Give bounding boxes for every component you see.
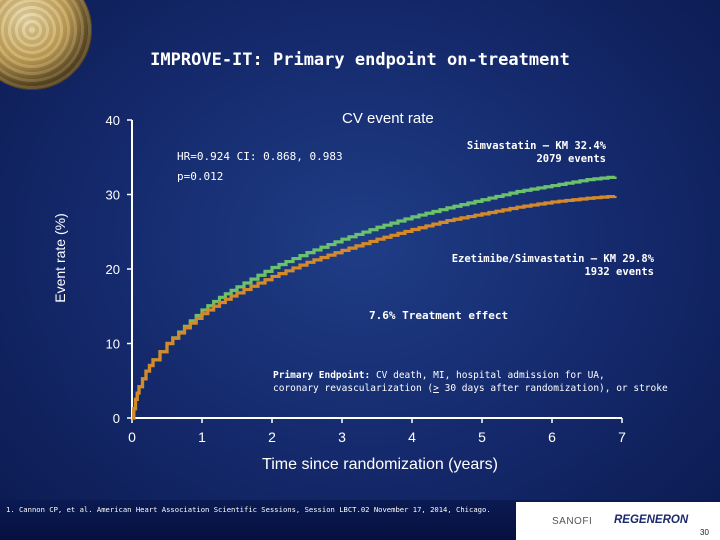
endpoint-line-1: CV death, MI, hospital admission for UA,: [370, 370, 605, 381]
ezetimibe-km: Ezetimibe/Simvastatin — KM 29.8%: [451, 253, 654, 265]
endpoint-line-2b: 30 days after randomization), or stroke: [438, 383, 668, 394]
citation-text: 1. Cannon CP, et al. American Heart Asso…: [6, 505, 491, 514]
ezetimibe-events: 1932 events: [584, 266, 654, 278]
simvastatin-events: 2079 events: [536, 153, 606, 165]
page-number: 30: [700, 528, 709, 537]
y-tick-label: 40: [106, 113, 120, 128]
simvastatin-label: Simvastatin — KM 32.4% 2079 events: [400, 140, 606, 166]
y-axis-label: Event rate (%): [52, 213, 68, 303]
simvastatin-km: Simvastatin — KM 32.4%: [466, 140, 606, 152]
x-tick-label: 0: [128, 429, 136, 445]
treatment-effect-text: 7.6% Treatment effect: [369, 309, 509, 322]
endpoint-heading: Primary Endpoint:: [273, 370, 371, 381]
x-axis-label: Time since randomization (years): [262, 456, 498, 473]
slide-title: IMPROVE-IT: Primary endpoint on-treatmen…: [150, 50, 570, 70]
primary-endpoint-note: Primary Endpoint: CV death, MI, hospital…: [273, 369, 668, 395]
endpoint-line-2a: coronary revascularization (: [273, 383, 434, 394]
logo-panel: [516, 502, 720, 540]
p-value-text: p=0.012: [177, 170, 224, 183]
x-tick-label: 1: [198, 429, 206, 445]
cv-event-rate-label: CV event rate: [342, 110, 434, 127]
hazard-ratio-text: HR=0.924 CI: 0.868, 0.983: [177, 150, 343, 163]
y-tick-label: 10: [106, 337, 120, 352]
globe-graphic: [0, 0, 92, 90]
series-line-ezetimibe-simvastatin: [132, 194, 617, 420]
x-tick-label: 2: [268, 429, 276, 445]
chart-ticks: 0 1 2 3 4 5 6 7 0 10 20 30 40: [106, 113, 627, 445]
endpoint-gte-symbol: >: [433, 383, 439, 394]
x-tick-label: 5: [478, 429, 486, 445]
x-tick-label: 3: [338, 429, 346, 445]
x-tick-label: 7: [618, 429, 626, 445]
x-tick-label: 4: [408, 429, 416, 445]
y-tick-label: 20: [106, 262, 120, 277]
sanofi-logo: SANOFI: [552, 516, 593, 527]
chart-series: [132, 175, 617, 420]
y-tick-label: 0: [113, 411, 120, 426]
regeneron-logo: REGENERON: [614, 514, 689, 526]
y-tick-label: 30: [106, 188, 120, 203]
x-tick-label: 6: [548, 429, 556, 445]
ezetimibe-label: Ezetimibe/Simvastatin — KM 29.8% 1932 ev…: [400, 253, 654, 279]
